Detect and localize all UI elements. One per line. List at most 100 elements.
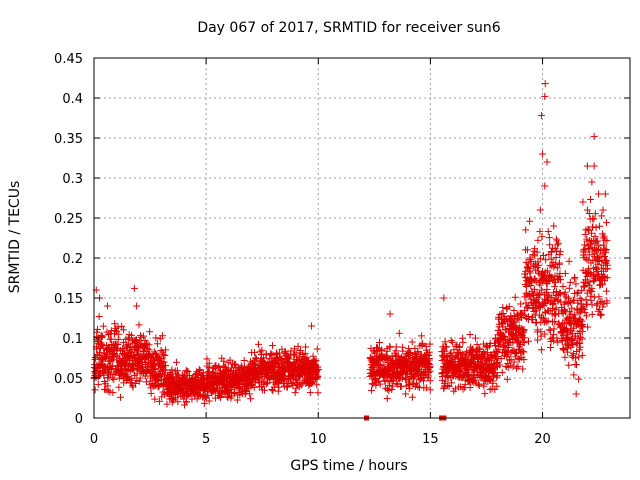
data-point — [553, 247, 561, 255]
data-point — [556, 251, 564, 259]
y-tick-label: 0.25 — [54, 212, 83, 227]
data-point — [224, 393, 232, 401]
data-point — [410, 373, 418, 381]
data-point — [111, 320, 119, 328]
data-point — [598, 212, 606, 220]
data-point — [130, 284, 138, 292]
data-point — [98, 332, 106, 340]
data-point — [441, 377, 449, 385]
data-point — [386, 343, 394, 351]
data-point — [510, 358, 518, 366]
data-point — [576, 343, 584, 351]
data-point — [375, 377, 383, 385]
data-point — [115, 383, 123, 391]
data-point — [260, 386, 268, 394]
data-point — [579, 198, 587, 206]
data-point — [406, 349, 414, 357]
data-point — [182, 366, 190, 374]
data-point — [510, 306, 518, 314]
y-tick-label: 0.4 — [62, 92, 83, 107]
data-point — [535, 261, 543, 269]
data-point — [552, 254, 560, 262]
data-point — [152, 350, 160, 358]
data-point — [476, 345, 484, 353]
data-point — [153, 340, 161, 348]
data-point — [502, 362, 510, 370]
data-point — [385, 387, 393, 395]
data-point — [441, 338, 449, 346]
data-point — [163, 400, 171, 408]
data-point — [388, 377, 396, 385]
data-point — [572, 361, 580, 369]
data-point — [547, 343, 555, 351]
data-point — [98, 333, 106, 341]
data-point — [603, 274, 611, 282]
data-point — [572, 390, 580, 398]
data-point — [570, 371, 578, 379]
data-point — [270, 365, 278, 373]
data-point — [466, 331, 474, 339]
data-point — [306, 389, 314, 397]
data-point — [422, 384, 430, 392]
data-point — [583, 272, 591, 280]
data-point — [534, 336, 542, 344]
data-point — [217, 390, 225, 398]
y-tick-label: 0.05 — [54, 372, 83, 387]
data-point — [291, 389, 299, 397]
x-tick-label: 10 — [310, 432, 327, 447]
data-point — [308, 379, 316, 387]
data-point — [523, 246, 531, 254]
data-point — [604, 261, 612, 269]
data-point — [313, 367, 321, 375]
data-point — [205, 364, 213, 372]
data-point — [414, 382, 422, 390]
data-point — [444, 382, 452, 390]
data-point — [556, 248, 564, 256]
data-point — [561, 288, 569, 296]
data-point — [575, 353, 583, 361]
data-point — [592, 224, 600, 232]
data-point — [599, 206, 607, 214]
data-point — [418, 332, 426, 340]
data-point — [91, 386, 99, 394]
data-point — [118, 322, 126, 330]
data-point — [578, 287, 586, 295]
data-point — [492, 342, 500, 350]
data-point — [602, 219, 610, 227]
data-point — [558, 336, 566, 344]
data-point — [581, 308, 589, 316]
chart-title: Day 067 of 2017, SRMTID for receiver sun… — [197, 20, 500, 36]
data-point — [240, 357, 248, 365]
data-point — [593, 301, 601, 309]
data-point — [441, 347, 449, 355]
data-point — [576, 333, 584, 341]
data-point — [564, 348, 572, 356]
data-point — [308, 322, 316, 330]
data-point — [252, 354, 260, 362]
data-point — [587, 296, 595, 304]
data-point — [275, 383, 283, 391]
data-point — [589, 223, 597, 231]
data-point — [117, 393, 125, 401]
data-point — [426, 386, 434, 394]
data-point — [544, 317, 552, 325]
data-point — [203, 355, 211, 363]
data-point — [574, 299, 582, 307]
data-point — [482, 360, 490, 368]
data-point — [588, 178, 596, 186]
data-point — [255, 340, 263, 348]
data-point — [484, 343, 492, 351]
y-tick-label: 0.1 — [62, 332, 83, 347]
data-point — [543, 267, 551, 275]
data-point — [223, 393, 231, 401]
data-point — [532, 277, 540, 285]
data-point — [134, 351, 142, 359]
data-point — [593, 253, 601, 261]
data-point — [451, 385, 459, 393]
data-point — [464, 371, 472, 379]
data-point — [587, 240, 595, 248]
data-point — [440, 385, 448, 393]
data-point — [587, 229, 595, 237]
data-point — [556, 289, 564, 297]
data-point — [95, 313, 103, 321]
